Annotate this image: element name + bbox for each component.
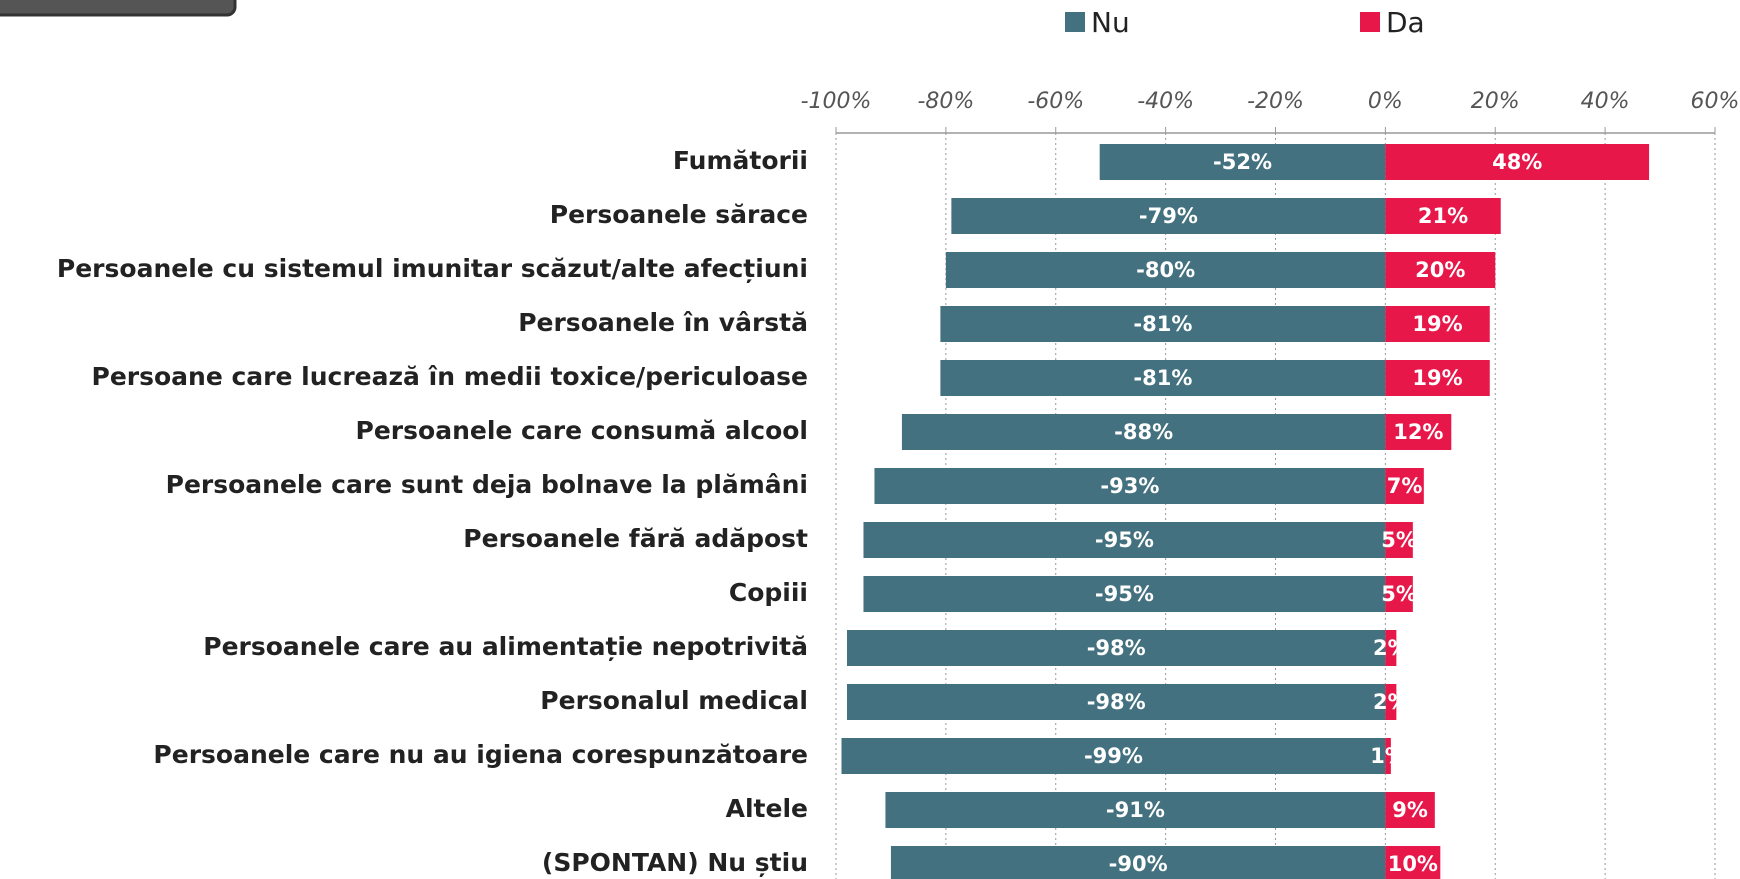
category-label: Personalul medical: [540, 686, 808, 715]
category-label: Altele: [726, 794, 808, 823]
x-tick-label: -40%: [1137, 89, 1194, 114]
value-label: -98%: [1087, 690, 1146, 714]
x-tick-label: 20%: [1471, 89, 1520, 114]
x-tick-label: -80%: [917, 89, 974, 114]
value-label: 48%: [1492, 150, 1542, 174]
value-label: -80%: [1136, 258, 1195, 282]
category-label: Persoanele fără adăpost: [463, 524, 808, 553]
legend-swatch: [1065, 12, 1085, 32]
value-label: -79%: [1139, 204, 1198, 228]
category-label: Persoane care lucrează în medii toxice/p…: [92, 362, 809, 391]
value-label: -95%: [1095, 582, 1154, 606]
value-label: -91%: [1106, 798, 1165, 822]
category-label: Persoanele care sunt deja bolnave la plă…: [166, 470, 808, 499]
value-label: -52%: [1213, 150, 1272, 174]
x-tick-label: 40%: [1581, 89, 1630, 114]
value-label: 20%: [1415, 258, 1465, 282]
value-label: -99%: [1084, 744, 1143, 768]
value-label: 5%: [1381, 582, 1417, 606]
value-label: 9%: [1392, 798, 1428, 822]
category-label: Copiii: [729, 578, 808, 607]
value-label: 2%: [1373, 690, 1409, 714]
value-label: 19%: [1412, 312, 1462, 336]
x-tick-label: 0%: [1368, 89, 1403, 114]
value-label: 19%: [1412, 366, 1462, 390]
x-tick-label: -60%: [1027, 89, 1084, 114]
category-label: Persoanele cu sistemul imunitar scăzut/a…: [57, 254, 808, 283]
category-label: Persoanele care au alimentație nepotrivi…: [203, 632, 808, 661]
value-label: 12%: [1393, 420, 1443, 444]
x-tick-label: 60%: [1691, 89, 1740, 114]
value-label: -81%: [1133, 366, 1192, 390]
legend-label: Nu: [1091, 6, 1130, 39]
value-label: 7%: [1387, 474, 1423, 498]
x-tick-label: -100%: [801, 89, 872, 114]
category-label: Persoanele sărace: [550, 200, 808, 229]
category-label: Persoanele care nu au igiena corespunzăt…: [153, 740, 808, 769]
value-label: 5%: [1381, 528, 1417, 552]
category-label: (SPONTAN) Nu știu: [542, 848, 808, 877]
value-label: 2%: [1373, 636, 1409, 660]
value-label: 10%: [1388, 852, 1438, 876]
category-label: Fumătorii: [673, 146, 808, 175]
x-tick-label: -20%: [1247, 89, 1304, 114]
legend-label: Da: [1386, 6, 1425, 39]
chart: -100% -80% -60% -40% -20% 0% 20% 40% 60% Nu Da Fumă…: [0, 0, 1740, 879]
value-label: -98%: [1087, 636, 1146, 660]
legend-swatch: [1360, 12, 1380, 32]
value-label: -95%: [1095, 528, 1154, 552]
category-label: Persoanele care consumă alcool: [356, 416, 808, 445]
value-label: 1%: [1370, 744, 1406, 768]
value-label: -90%: [1109, 852, 1168, 876]
category-label: Persoanele în vârstă: [518, 308, 808, 337]
value-label: -88%: [1114, 420, 1173, 444]
value-label: -93%: [1100, 474, 1159, 498]
value-label: 21%: [1418, 204, 1468, 228]
corner-tab: [0, 0, 235, 15]
value-label: -81%: [1133, 312, 1192, 336]
